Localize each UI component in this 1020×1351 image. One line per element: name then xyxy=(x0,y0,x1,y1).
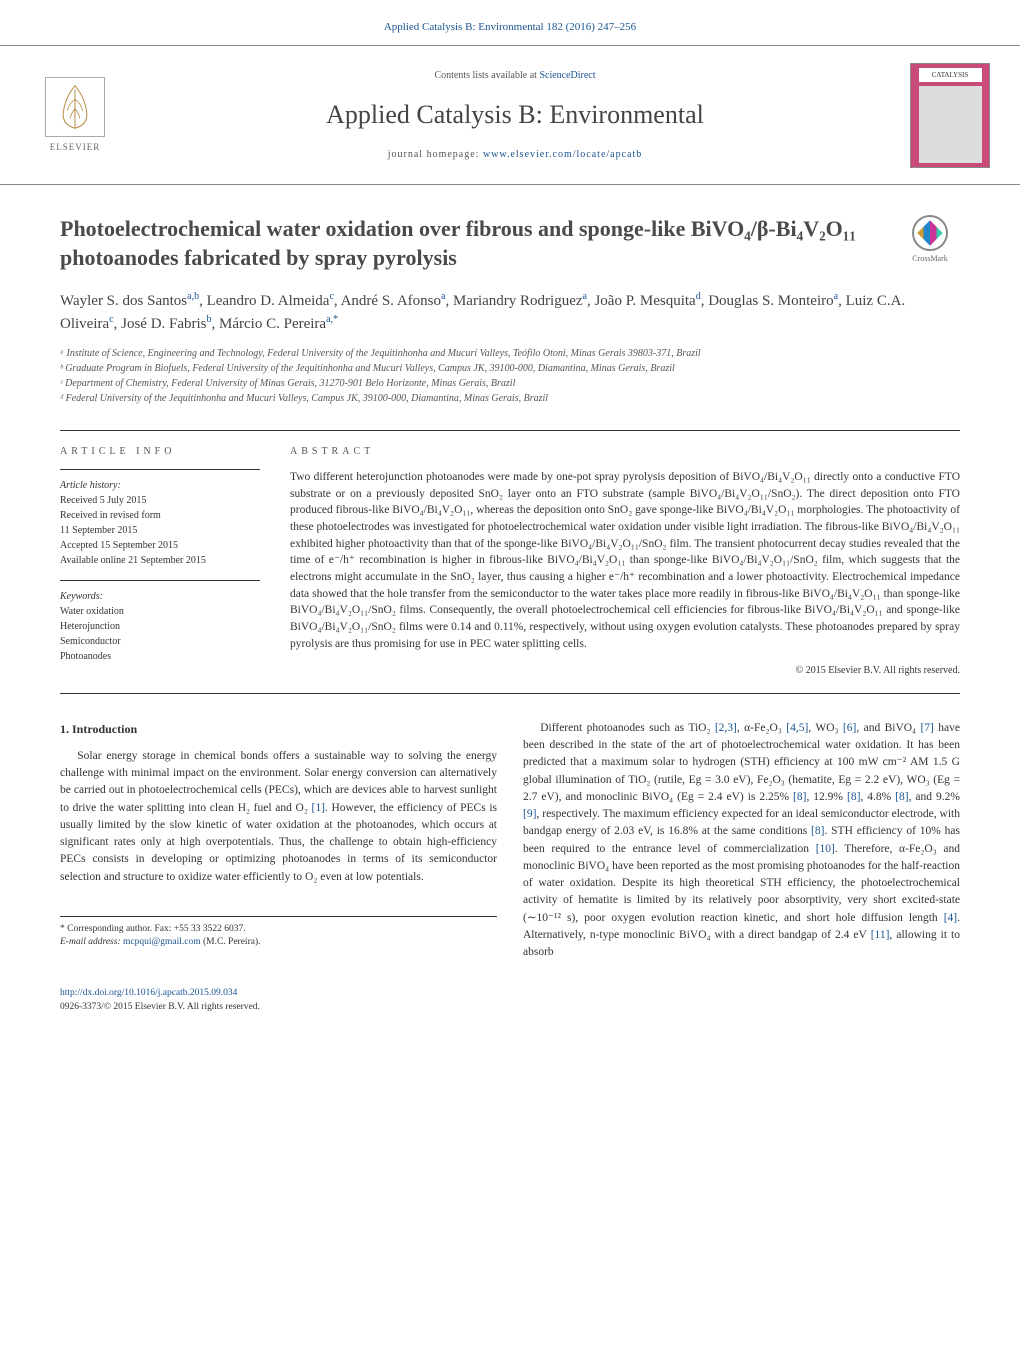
email-suffix: (M.C. Pereira). xyxy=(201,937,261,947)
publisher-logo: ELSEVIER xyxy=(30,65,120,165)
affiliation-line: ᵃ Institute of Science, Engineering and … xyxy=(60,346,960,361)
journal-header-bar: ELSEVIER Contents lists available at Sci… xyxy=(0,45,1020,185)
keyword-item: Water oxidation xyxy=(60,605,260,619)
journal-homepage-line: journal homepage: www.elsevier.com/locat… xyxy=(120,148,910,162)
body-column-left: 1. Introduction Solar energy storage in … xyxy=(60,720,497,962)
keyword-item: Photoanodes xyxy=(60,650,260,664)
article-history-label: Article history: xyxy=(60,479,260,493)
body-two-columns: 1. Introduction Solar energy storage in … xyxy=(60,720,960,962)
abstract-copyright: © 2015 Elsevier B.V. All rights reserved… xyxy=(290,664,960,679)
doi-footer: http://dx.doi.org/10.1016/j.apcatb.2015.… xyxy=(0,981,1020,1034)
sciencedirect-link[interactable]: ScienceDirect xyxy=(539,70,595,81)
article-history-block: Article history: Received 5 July 2015Rec… xyxy=(60,469,260,568)
contents-prefix: Contents lists available at xyxy=(434,70,539,81)
cover-image-area xyxy=(919,86,982,163)
article-info-sidebar: ARTICLE INFO Article history: Received 5… xyxy=(60,445,260,679)
issn-copyright-line: 0926-3373/© 2015 Elsevier B.V. All right… xyxy=(60,1002,260,1012)
citation-link[interactable]: [11] xyxy=(871,929,890,941)
citation-link[interactable]: [4,5] xyxy=(786,722,808,734)
corresponding-author-footnote: * Corresponding author. Fax: +55 33 3522… xyxy=(60,916,497,950)
citation-link[interactable]: [8] xyxy=(847,791,860,803)
article-info-header: ARTICLE INFO xyxy=(60,445,260,459)
keyword-item: Heterojunction xyxy=(60,620,260,634)
citation-link[interactable]: [1] xyxy=(312,802,325,814)
citation-link[interactable]: [6] xyxy=(843,722,856,734)
citation-link[interactable]: [2,3] xyxy=(715,722,737,734)
contents-lists-line: Contents lists available at ScienceDirec… xyxy=(120,69,910,83)
affiliation-line: ᵇ Graduate Program in Biofuels, Federal … xyxy=(60,361,960,376)
crossmark-label: CrossMark xyxy=(912,254,948,263)
cover-label: CATALYSIS xyxy=(919,68,982,82)
article-title: Photoelectrochemical water oxidation ove… xyxy=(60,215,900,272)
crossmark-icon xyxy=(912,215,948,251)
homepage-prefix: journal homepage: xyxy=(388,149,483,160)
intro-paragraph-2: Different photoanodes such as TiO₂ [2,3]… xyxy=(523,720,960,962)
keywords-label: Keywords: xyxy=(60,590,260,604)
elsevier-tree-icon xyxy=(45,77,105,137)
corresponding-line: * Corresponding author. Fax: +55 33 3522… xyxy=(60,923,497,936)
publisher-name: ELSEVIER xyxy=(50,141,101,154)
email-label: E-mail address: xyxy=(60,937,123,947)
body-column-right: Different photoanodes such as TiO₂ [2,3]… xyxy=(523,720,960,962)
citation-link[interactable]: [8] xyxy=(895,791,908,803)
citation-link[interactable]: [9] xyxy=(523,808,536,820)
affiliations-list: ᵃ Institute of Science, Engineering and … xyxy=(60,346,960,406)
keyword-item: Semiconductor xyxy=(60,635,260,649)
citation-link[interactable]: [8] xyxy=(811,825,824,837)
corresponding-email-link[interactable]: mcpqui@gmail.com xyxy=(123,937,201,947)
journal-header-center: Contents lists available at ScienceDirec… xyxy=(120,69,910,161)
abstract-column: ABSTRACT Two different heterojunction ph… xyxy=(290,445,960,679)
history-line: Accepted 15 September 2015 xyxy=(60,539,260,553)
citation-link[interactable]: [7] xyxy=(920,722,933,734)
history-line: Available online 21 September 2015 xyxy=(60,554,260,568)
citation-link[interactable]: [8] xyxy=(793,791,806,803)
journal-title: Applied Catalysis B: Environmental xyxy=(120,97,910,133)
history-line: Received in revised form xyxy=(60,509,260,523)
keywords-block: Keywords: Water oxidationHeterojunctionS… xyxy=(60,580,260,664)
header-citation: Applied Catalysis B: Environmental 182 (… xyxy=(0,0,1020,45)
history-line: 11 September 2015 xyxy=(60,524,260,538)
section-heading-introduction: 1. Introduction xyxy=(60,720,497,738)
affiliation-line: ᵈ Federal University of the Jequitinhonh… xyxy=(60,391,960,406)
citation-link[interactable]: [4] xyxy=(944,912,957,924)
abstract-header: ABSTRACT xyxy=(290,445,960,460)
journal-homepage-link[interactable]: www.elsevier.com/locate/apcatb xyxy=(483,149,642,160)
citation-link[interactable]: [10] xyxy=(816,843,835,855)
journal-cover-thumbnail: CATALYSIS xyxy=(910,63,990,168)
crossmark-badge[interactable]: CrossMark xyxy=(900,215,960,264)
authors-list: Wayler S. dos Santosa,b, Leandro D. Alme… xyxy=(60,289,960,336)
history-line: Received 5 July 2015 xyxy=(60,494,260,508)
intro-paragraph-1: Solar energy storage in chemical bonds o… xyxy=(60,748,497,886)
abstract-text: Two different heterojunction photoanodes… xyxy=(290,469,960,652)
doi-link[interactable]: http://dx.doi.org/10.1016/j.apcatb.2015.… xyxy=(60,988,237,998)
affiliation-line: ᶜ Department of Chemistry, Federal Unive… xyxy=(60,376,960,391)
